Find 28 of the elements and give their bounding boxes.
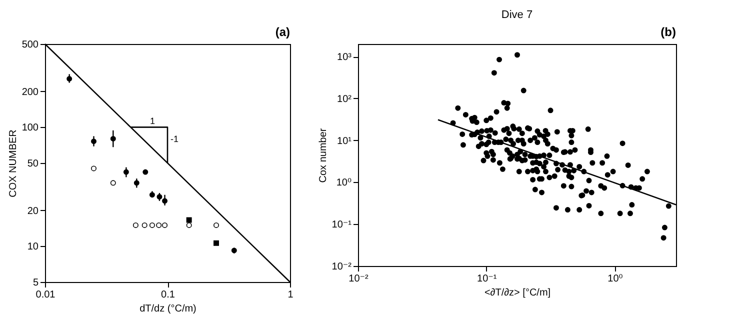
y-tick-label: 10³ — [337, 52, 352, 64]
x-axis-title: dT/dz (°C/m) — [140, 304, 196, 314]
y-tick-label: 10⁻² — [332, 262, 352, 272]
x-tick-label: 0.01 — [36, 290, 56, 300]
y-tick-label: 200 — [22, 86, 39, 98]
y-axis-title: Cox number — [318, 128, 329, 183]
y-tick-label: 10¹ — [337, 136, 352, 147]
y-tick-label: 500 — [22, 40, 39, 50]
y-tick-label: 10² — [337, 94, 352, 105]
y-tick-label: 5 — [32, 278, 39, 288]
y-tick-label: 10 — [27, 242, 39, 253]
y-tick-label: 50 — [27, 158, 39, 170]
y-tick-label: 10⁻¹ — [332, 220, 352, 231]
x-tick-label: 10⁻² — [348, 274, 370, 284]
text: (b) — [660, 25, 676, 39]
x-tick-label: 0.1 — [161, 290, 176, 300]
x-tick-label: 1 — [288, 290, 294, 300]
y-tick-label: 10⁰ — [336, 178, 352, 189]
text: (a) — [275, 25, 290, 39]
x-tick-label: 10⁻¹ — [477, 274, 498, 284]
x-axis-title: <∂T/∂z> [°C/m] — [484, 288, 551, 298]
y-axis-title: COX NUMBER — [8, 130, 19, 198]
annotation: -1 — [170, 134, 179, 144]
annotation: 1 — [150, 116, 155, 126]
y-tick-label: 100 — [22, 122, 39, 134]
y-tick-label: 20 — [27, 206, 39, 217]
x-tick-label: 10⁰ — [608, 274, 623, 284]
chart-title: Dive 7 — [501, 9, 533, 21]
